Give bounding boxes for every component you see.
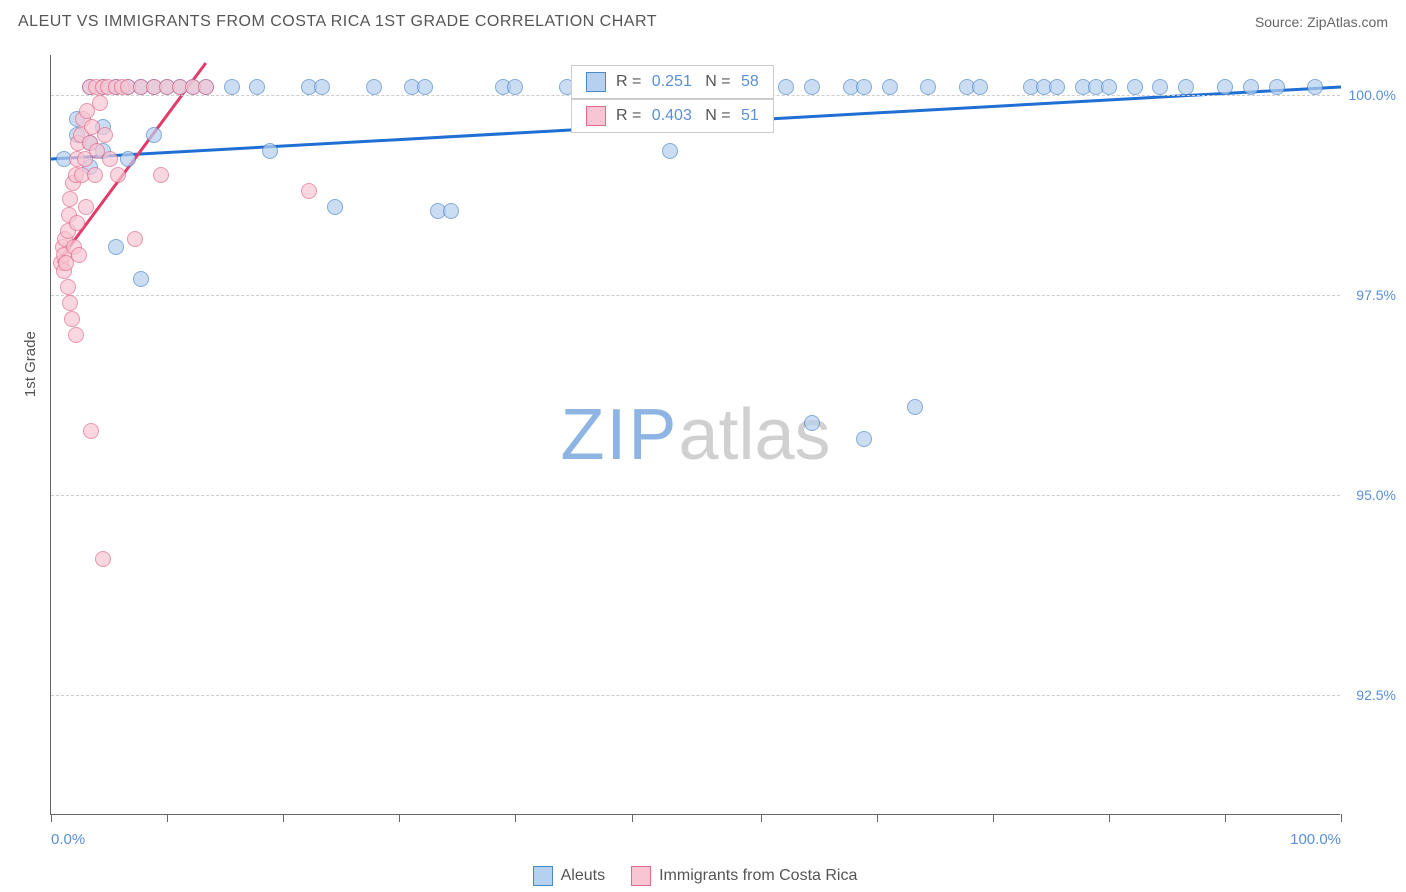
- scatter-point: [127, 231, 143, 247]
- scatter-point: [64, 311, 80, 327]
- scatter-point: [102, 151, 118, 167]
- scatter-point: [1217, 79, 1233, 95]
- x-tick: [1225, 814, 1226, 822]
- scatter-point: [443, 203, 459, 219]
- legend-label-costa-rica: Immigrants from Costa Rica: [659, 867, 857, 885]
- y-tick-label: 100.0%: [1349, 87, 1396, 103]
- scatter-point: [87, 167, 103, 183]
- scatter-point: [83, 423, 99, 439]
- legend-item-aleuts: Aleuts: [533, 866, 605, 886]
- scatter-point: [69, 215, 85, 231]
- scatter-point: [417, 79, 433, 95]
- scatter-point: [856, 431, 872, 447]
- scatter-point: [804, 415, 820, 431]
- scatter-point: [882, 79, 898, 95]
- x-tick: [632, 814, 633, 822]
- regression-lines: [51, 55, 1340, 814]
- scatter-point: [97, 127, 113, 143]
- scatter-point: [71, 247, 87, 263]
- x-tick: [877, 814, 878, 822]
- scatter-point: [68, 327, 84, 343]
- y-tick-label: 92.5%: [1356, 687, 1396, 703]
- scatter-point: [778, 79, 794, 95]
- source-attribution: Source: ZipAtlas.com: [1255, 14, 1388, 30]
- scatter-point: [92, 95, 108, 111]
- x-tick: [761, 814, 762, 822]
- x-tick: [993, 814, 994, 822]
- scatter-point: [920, 79, 936, 95]
- scatter-point: [1178, 79, 1194, 95]
- scatter-point: [366, 79, 382, 95]
- chart-header: ALEUT VS IMMIGRANTS FROM COSTA RICA 1ST …: [0, 0, 1406, 44]
- x-tick: [167, 814, 168, 822]
- x-tick: [1341, 814, 1342, 822]
- scatter-point: [95, 551, 111, 567]
- scatter-point: [60, 279, 76, 295]
- scatter-point: [1049, 79, 1065, 95]
- legend: Aleuts Immigrants from Costa Rica: [50, 866, 1340, 886]
- scatter-point: [301, 183, 317, 199]
- scatter-point: [314, 79, 330, 95]
- stats-text: R = 0.403 N = 51: [616, 107, 759, 125]
- legend-item-costa-rica: Immigrants from Costa Rica: [631, 866, 857, 886]
- scatter-point: [972, 79, 988, 95]
- scatter-point: [1269, 79, 1285, 95]
- x-tick: [515, 814, 516, 822]
- plot-area: ZIPatlas 92.5%95.0%97.5%100.0%0.0%100.0%…: [50, 55, 1340, 815]
- x-tick: [399, 814, 400, 822]
- x-axis-label: 0.0%: [51, 831, 85, 848]
- scatter-point: [327, 199, 343, 215]
- scatter-point: [907, 399, 923, 415]
- x-tick: [1109, 814, 1110, 822]
- scatter-point: [1101, 79, 1117, 95]
- scatter-point: [146, 127, 162, 143]
- gridline-h: [51, 495, 1340, 496]
- scatter-point: [224, 79, 240, 95]
- scatter-point: [249, 79, 265, 95]
- scatter-point: [78, 199, 94, 215]
- y-axis-title: 1st Grade: [22, 331, 39, 397]
- y-tick-label: 95.0%: [1356, 487, 1396, 503]
- scatter-point: [120, 151, 136, 167]
- scatter-point: [1127, 79, 1143, 95]
- scatter-point: [62, 295, 78, 311]
- stats-swatch: [586, 106, 606, 126]
- stats-text: R = 0.251 N = 58: [616, 73, 759, 91]
- stats-swatch: [586, 72, 606, 92]
- legend-swatch-aleuts: [533, 866, 553, 886]
- scatter-point: [1152, 79, 1168, 95]
- y-tick-label: 97.5%: [1356, 287, 1396, 303]
- legend-label-aleuts: Aleuts: [561, 867, 605, 885]
- scatter-point: [804, 79, 820, 95]
- gridline-h: [51, 695, 1340, 696]
- scatter-point: [133, 271, 149, 287]
- stats-box: R = 0.403 N = 51: [571, 99, 774, 133]
- stats-box: R = 0.251 N = 58: [571, 65, 774, 99]
- x-axis-label: 100.0%: [1290, 831, 1341, 848]
- chart-title: ALEUT VS IMMIGRANTS FROM COSTA RICA 1ST …: [18, 13, 657, 31]
- scatter-point: [62, 191, 78, 207]
- scatter-point: [507, 79, 523, 95]
- scatter-point: [1307, 79, 1323, 95]
- scatter-point: [153, 167, 169, 183]
- scatter-point: [856, 79, 872, 95]
- x-tick: [283, 814, 284, 822]
- x-tick: [51, 814, 52, 822]
- legend-swatch-costa-rica: [631, 866, 651, 886]
- scatter-point: [662, 143, 678, 159]
- gridline-h: [51, 295, 1340, 296]
- scatter-point: [262, 143, 278, 159]
- scatter-point: [110, 167, 126, 183]
- scatter-point: [198, 79, 214, 95]
- scatter-point: [1243, 79, 1259, 95]
- scatter-point: [108, 239, 124, 255]
